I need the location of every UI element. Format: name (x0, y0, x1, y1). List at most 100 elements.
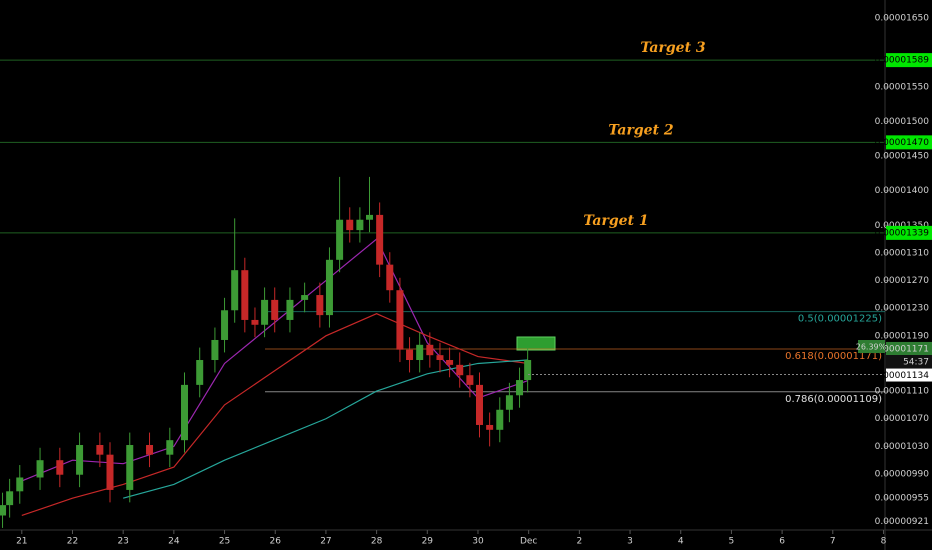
candle-body (316, 295, 324, 316)
y-tick-label: 0.00001230 (875, 304, 930, 314)
candle-body (456, 364, 464, 376)
candle-body (96, 445, 104, 455)
candle-body (426, 344, 434, 356)
y-tick-label: 0.00001400 (875, 186, 930, 196)
moving-average (21, 238, 528, 482)
x-tick-label: 6 (779, 537, 785, 547)
y-tick-label: 0.00001500 (875, 117, 930, 127)
candle-body (496, 409, 504, 430)
x-tick-label: 8 (881, 537, 887, 547)
fib-label: 0.786(0.00001109) (785, 394, 882, 405)
x-tick-label: 28 (371, 537, 383, 547)
candle-body (396, 290, 404, 350)
x-tick-label: 27 (320, 537, 331, 547)
candle-body (181, 384, 189, 441)
y-tick-label: 0.00001650 (875, 13, 930, 23)
fib-label: 0.618(0.00001171) (785, 351, 882, 362)
candle-body (126, 445, 134, 490)
x-tick-label: 21 (16, 537, 27, 547)
price-tag-bg (886, 135, 932, 150)
price-tag: 0.00001589 (875, 56, 930, 66)
x-tick-label: 7 (830, 537, 836, 547)
candle-body (356, 219, 364, 231)
candle-body (366, 214, 374, 220)
x-tick-label: 22 (67, 537, 78, 547)
candle-body (286, 299, 294, 320)
x-tick-label: 30 (472, 537, 484, 547)
countdown-bg (886, 355, 932, 368)
last-price-tag: 0.00001134 (875, 371, 930, 381)
candle-body (241, 270, 249, 320)
x-tick-label: 4 (678, 537, 684, 547)
last-price-bg (886, 368, 932, 382)
candle-body (261, 299, 269, 325)
x-tick-label: 23 (117, 537, 128, 547)
candle-body (336, 219, 344, 260)
x-tick-label: 5 (729, 537, 735, 547)
candle-body (436, 355, 444, 361)
candle-body (76, 445, 84, 475)
countdown: 54:37 (903, 358, 929, 368)
moving-average (21, 313, 528, 517)
change-bg (858, 340, 885, 353)
target-label: Target 3 (640, 40, 706, 56)
candle-body (466, 375, 474, 385)
candle-body (36, 460, 44, 478)
candle-body (505, 395, 513, 410)
candle-body (56, 460, 64, 475)
y-tick-label: 0.00001270 (875, 276, 930, 286)
fib-label: 0.5(0.00001225) (798, 314, 882, 325)
price-tag: 0.00001339 (875, 228, 930, 238)
candle-body (0, 505, 7, 516)
candle-body (346, 219, 354, 231)
candle-body (486, 424, 494, 430)
target-label: Target 2 (608, 122, 674, 138)
y-tick-label: 0.00000921 (875, 517, 929, 527)
price-tag-bg (886, 341, 932, 356)
x-tick-label: 2 (576, 537, 582, 547)
candle-body (301, 295, 309, 300)
change-label: 26.39% (856, 343, 887, 352)
x-tick-label: 26 (270, 537, 282, 547)
candle-body (516, 380, 524, 396)
x-tick-label: 29 (422, 537, 434, 547)
y-tick-label: 0.00001350 (875, 221, 930, 231)
candle-body (231, 270, 239, 311)
candle-body (386, 264, 394, 291)
candle-body (325, 259, 333, 316)
candle-body (376, 214, 384, 265)
y-tick-label: 0.00001070 (875, 414, 930, 424)
y-tick-label: 0.00001030 (875, 442, 930, 452)
target-label: Target 1 (583, 213, 648, 229)
price-tag-bg (886, 225, 932, 240)
candle-body (166, 440, 174, 455)
candle-body (16, 477, 24, 492)
candle-body (6, 491, 14, 506)
y-tick-label: 0.00000990 (875, 470, 930, 480)
entry-box (516, 336, 556, 351)
candle-body (271, 299, 279, 320)
candle-body (251, 319, 259, 325)
candle-body (524, 360, 532, 381)
y-tick-label: 0.00000955 (875, 494, 929, 504)
candle-body (196, 360, 204, 385)
y-tick-label: 0.00001190 (875, 331, 930, 341)
candle-body (106, 454, 114, 490)
candle-body (406, 349, 414, 361)
y-tick-label: 0.00001450 (875, 152, 930, 162)
candle-body (416, 344, 424, 361)
candle-body (211, 339, 219, 361)
y-tick-label: 0.00001550 (875, 83, 930, 93)
y-tick-label: 0.00001110 (875, 387, 930, 397)
x-tick-label: 24 (168, 537, 180, 547)
x-tick-label: 3 (627, 537, 633, 547)
y-tick-label: 0.00001310 (875, 248, 930, 258)
candle-body (146, 445, 154, 455)
x-tick-label: Dec (520, 537, 537, 547)
price-tag: 0.00001171 (875, 344, 929, 354)
candle-body (446, 360, 454, 365)
candle-body (476, 384, 484, 425)
price-tag-bg (886, 53, 932, 68)
